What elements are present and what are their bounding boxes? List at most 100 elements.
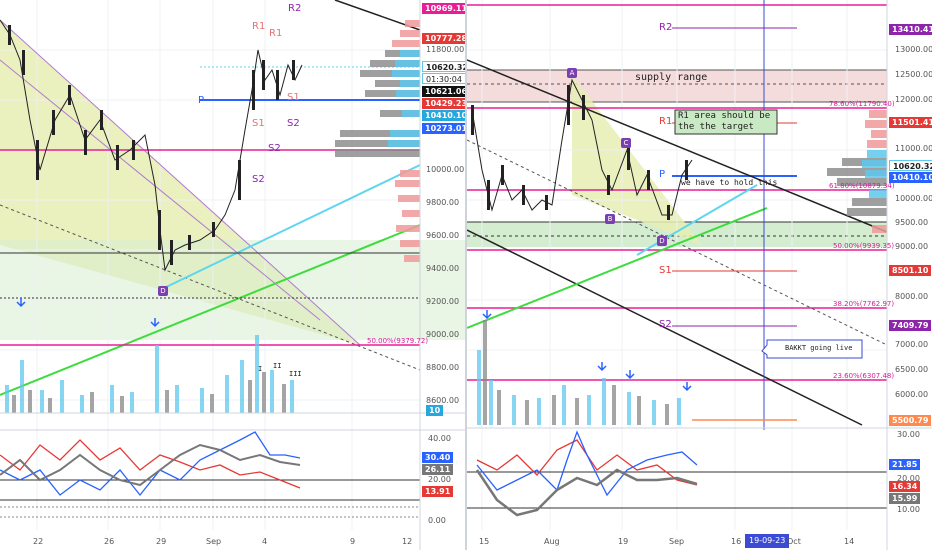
volume-mark: II (273, 362, 282, 370)
date-label: Sep (206, 537, 222, 546)
pivot-label: R1 (659, 116, 673, 127)
price-axis-label: 9600.00 (426, 231, 460, 240)
supply-range-note: supply range (635, 72, 708, 83)
volume-tag: 10 (426, 405, 444, 416)
osc-axis-label: 40.00 (428, 434, 451, 443)
price-axis-label: 9000.00 (895, 242, 929, 251)
pivot-label: R2 (659, 22, 673, 33)
wave-marker: D (158, 286, 168, 296)
price-tag: 10273.01 (422, 123, 465, 134)
date-label: Aug (544, 537, 560, 546)
price-axis-label: 9200.00 (426, 297, 460, 306)
osc-tag: 15.99 (889, 493, 921, 504)
price-tag: 8501.10 (889, 265, 932, 276)
price-tag: 11501.41 (889, 117, 932, 128)
date-label: 9 (350, 537, 356, 546)
osc-axis-label: 0.00 (428, 516, 446, 525)
bakkt-note: BAKKT going live (785, 344, 853, 352)
date-label: Sep (669, 537, 685, 546)
date-label: Oct (787, 537, 801, 546)
price-axis-label: 9400.00 (426, 264, 460, 273)
price-axis-label: 13000.00 (895, 45, 932, 54)
hold-note: we have to hold this (681, 178, 778, 187)
pivot-label: S2 (659, 319, 672, 330)
price-tag: 13410.41 (889, 24, 932, 35)
pivot-label: S1 (252, 118, 265, 129)
pivot-label: S2 (287, 118, 300, 129)
price-axis-label: 7000.00 (895, 340, 929, 349)
right-chart-pane[interactable]: 13000.00 12500.00 12000.00 11000.00 1000… (467, 0, 932, 550)
date-label: 14 (844, 537, 855, 546)
left-chart-canvas[interactable] (0, 0, 465, 550)
wave-marker: B (605, 214, 615, 224)
fib-label: 50.00%(9939.35) (833, 242, 895, 250)
crosshair-date-box: 19-09-23 (745, 534, 790, 548)
price-axis-label: 6000.00 (895, 390, 929, 399)
volume-mark: I (258, 365, 263, 373)
price-axis-label: 12500.00 (895, 70, 932, 79)
osc-axis-label: 20.00 (897, 474, 920, 483)
price-tag: 10969.11 (422, 3, 465, 14)
countdown-tag: 01:30:04 (422, 73, 465, 84)
price-axis-label: 6500.00 (895, 365, 929, 374)
fib-label: 38.20%(7762.97) (833, 300, 895, 308)
price-axis-label: 9000.00 (426, 330, 460, 339)
pivot-label: R1 (269, 28, 283, 39)
osc-axis-label: 20.00 (428, 475, 451, 484)
date-label: 15 (479, 537, 490, 546)
pivot-label: R2 (288, 3, 302, 14)
price-axis-label: 12000.00 (895, 95, 932, 104)
price-tag: 10429.23 (422, 98, 465, 109)
osc-axis-label: 10.00 (897, 505, 920, 514)
pivot-label: S1 (287, 92, 300, 103)
price-tag: 10777.28 (422, 33, 465, 44)
price-axis-label: 10000.00 (426, 165, 465, 174)
osc-tag: 13.91 (422, 486, 454, 497)
pivot-label: S2 (268, 143, 281, 154)
price-axis-label: 8600.00 (426, 396, 460, 405)
pivot-label: S2 (252, 174, 265, 185)
date-label: 4 (262, 537, 268, 546)
price-axis-label: 8000.00 (895, 292, 929, 301)
date-label: 12 (402, 537, 413, 546)
osc-tag: 16.34 (889, 481, 921, 492)
pivot-label: R1 (252, 21, 266, 32)
date-label: 29 (156, 537, 167, 546)
volume-mark: III (289, 370, 302, 378)
price-axis-label: 9800.00 (426, 198, 460, 207)
date-label: 16 (731, 537, 742, 546)
date-label: 26 (104, 537, 115, 546)
price-tag: 10410.10 (889, 172, 932, 183)
pivot-label: S1 (659, 265, 672, 276)
price-axis-label: 11800.00 (426, 45, 465, 54)
price-tag: 10621.06 (422, 86, 465, 97)
r1-area-note: R1 area should be (678, 111, 771, 121)
osc-tag: 21.85 (889, 459, 921, 470)
price-tag: 7409.79 (889, 320, 932, 331)
price-tag: 10410.10 (422, 110, 465, 121)
right-chart-canvas[interactable] (467, 0, 932, 550)
pivot-label: P (198, 95, 205, 106)
wave-marker: C (621, 138, 631, 148)
osc-tag: 30.40 (422, 452, 454, 463)
fib-label: 50.00%(9379.72) (367, 337, 429, 345)
price-axis-label: 8800.00 (426, 363, 460, 372)
price-tag: 10620.32 (422, 61, 465, 72)
wave-marker: A (567, 68, 577, 78)
osc-tag: 26.11 (422, 464, 454, 475)
price-axis-label: 11000.00 (895, 144, 932, 153)
fib-label: 61.80%(10879.34) (829, 182, 895, 190)
date-label: 22 (33, 537, 44, 546)
price-tag: 10620.32 (889, 160, 932, 171)
left-chart-pane[interactable]: 11800.00 10000.00 9800.00 9600.00 9400.0… (0, 0, 465, 550)
price-axis-label: 10000.00 (895, 194, 932, 203)
osc-axis-label: 30.00 (897, 430, 920, 439)
wave-marker: D (657, 236, 667, 246)
date-label: 19 (618, 537, 629, 546)
fib-label: 78.60%(11790.40) (829, 100, 895, 108)
price-tag: 5500.79 (889, 415, 932, 426)
pane-divider[interactable] (465, 0, 467, 550)
r1-target-note: the the target (678, 122, 754, 132)
fib-label: 23.60%(6307.48) (833, 372, 895, 380)
